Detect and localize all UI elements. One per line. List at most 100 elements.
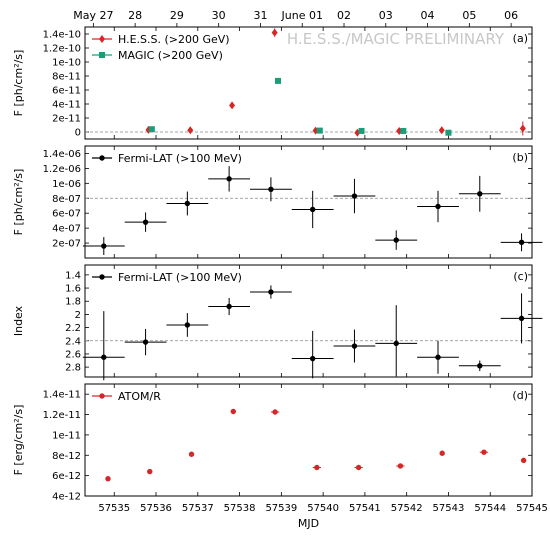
x-tick-label: 57542 (391, 503, 423, 514)
y-tick-label: 1.2e-06 (43, 164, 81, 175)
top-axis-label: 30 (212, 9, 226, 22)
data-point (351, 193, 358, 199)
data-point (520, 457, 527, 464)
data-point (272, 409, 278, 415)
panel-frame (84, 264, 533, 378)
data-point (435, 203, 441, 210)
y-axis-label: Index (12, 305, 25, 336)
data-point (142, 339, 149, 345)
y-tick-label: 8e-11 (52, 72, 81, 83)
data-point (438, 126, 445, 135)
panel-c: 1.4 1.6 1.8 2 2.2 2.4 2.6 2.8 Index (c) Fermi-LAT … (12, 264, 543, 381)
x-tick-label: 57540 (307, 503, 339, 514)
x-tick-label: 57537 (182, 503, 214, 514)
y-tick-label: 2.8 (65, 363, 81, 374)
y-tick-label: 1.4 (65, 270, 81, 281)
data-point (184, 200, 191, 207)
data-point (445, 129, 452, 136)
legend-marker (99, 155, 105, 161)
y-tick-label: 1e-11 (52, 430, 81, 441)
series-hess (145, 28, 526, 137)
data-point (351, 343, 358, 349)
panel-label: (d) (512, 389, 528, 402)
data-point (147, 468, 153, 475)
series-atomr (105, 408, 527, 482)
data-point (435, 354, 441, 360)
data-point (397, 463, 404, 469)
panel-frame (84, 383, 533, 497)
y-tick-label: 1.6 (65, 284, 81, 295)
top-axis-label: 31 (253, 9, 267, 22)
panel-label: (a) (513, 32, 528, 45)
x-tick-label: 57544 (474, 503, 506, 514)
legend-entry: Fermi-LAT (>100 MeV) (118, 271, 242, 284)
data-point (477, 363, 483, 369)
y-axis-label: F [ph/cm²/s] (12, 50, 25, 117)
y-tick-label: 1.2e-11 (43, 410, 81, 421)
top-axis-label: 02 (337, 9, 351, 22)
x-tick-label: 57539 (265, 503, 297, 514)
top-axis-label: 04 (421, 9, 435, 22)
data-point (275, 77, 282, 84)
y-tick-label: 2 (75, 310, 81, 321)
top-axis-label: 28 (128, 9, 142, 22)
y-tick-label: 1.8 (65, 297, 81, 308)
y-tick-label: 2.6 (65, 349, 81, 360)
y-tick-label: 4e-12 (52, 492, 81, 503)
data-point (400, 127, 407, 134)
data-point (230, 408, 237, 415)
data-point (309, 355, 316, 362)
y-tick-label: 6e-07 (52, 209, 81, 220)
x-tick-label: 57545 (516, 503, 548, 514)
series-fermilat (82, 285, 543, 381)
data-point (518, 239, 525, 246)
y-tick-label: 1e-10 (52, 58, 81, 69)
x-tick-label: 57543 (433, 503, 465, 514)
data-point (519, 124, 526, 133)
data-point (481, 449, 487, 455)
x-tick-label: 57538 (224, 503, 256, 514)
x-tick-label: 57535 (98, 503, 130, 514)
data-point (101, 354, 107, 360)
legend-entry: ATOM/R (118, 390, 161, 403)
data-point (314, 464, 320, 471)
y-tick-label: 1.2e-10 (43, 44, 81, 55)
data-point (309, 206, 316, 213)
x-tick-label: 57541 (349, 503, 381, 514)
watermark: H.E.S.S./MAGIC PRELIMINARY (287, 30, 505, 48)
y-tick-label: 4e-11 (52, 100, 81, 111)
y-tick-label: 1.4e-10 (43, 30, 81, 41)
panel-label: (b) (512, 151, 528, 164)
data-point (184, 322, 191, 328)
y-tick-label: 0 (75, 128, 81, 139)
data-point (268, 289, 274, 295)
top-axis-label: 29 (170, 9, 184, 22)
data-point (439, 450, 445, 456)
panel-frame (84, 145, 533, 259)
data-point (358, 127, 365, 134)
y-tick-label: 1.4e-11 (43, 390, 81, 401)
x-axis-label: MJD (298, 517, 319, 530)
panel-b: 2e-07 4e-07 6e-07 8e-07 1e-06 1.2e-06 1.4e-06 F… (12, 145, 543, 259)
data-point (518, 315, 525, 322)
legend-marker (99, 52, 105, 58)
data-point (142, 219, 149, 225)
y-tick-label: 2.2 (65, 323, 81, 334)
data-point (187, 126, 194, 135)
top-axis-label: June 01 (281, 9, 323, 22)
top-axis-label: 05 (462, 9, 476, 22)
y-tick-label: 8e-12 (52, 451, 81, 462)
top-axis-label: 06 (504, 9, 518, 22)
data-point (105, 475, 111, 482)
panel-a: H.E.S.S./MAGIC PRELIMINARY 0 2e-11 4e-11 6e-… (12, 26, 533, 140)
y-tick-label: 1.4e-06 (43, 149, 81, 160)
legend-marker (99, 393, 105, 399)
top-axis-label: 03 (379, 9, 393, 22)
y-axis-label: F [erg/cm²/s] (12, 405, 25, 476)
y-axis-label: F [ph/cm²/s] (12, 169, 25, 236)
legend-marker (99, 35, 105, 43)
data-point (271, 28, 278, 37)
y-tick-label: 6e-12 (52, 471, 81, 482)
data-point (393, 237, 399, 243)
